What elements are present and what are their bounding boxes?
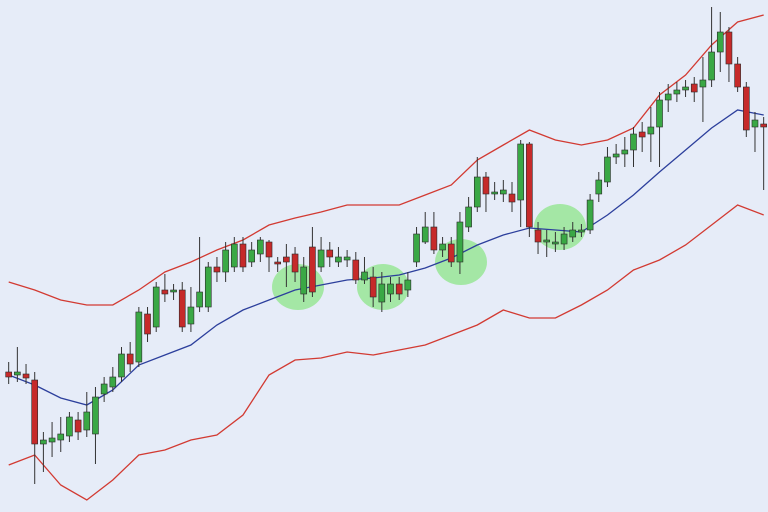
candle-body <box>83 411 91 431</box>
candle-body <box>326 249 334 258</box>
candle-body <box>231 243 238 268</box>
candle-body <box>404 279 412 291</box>
candle-body <box>352 259 360 281</box>
candle-body <box>725 31 733 65</box>
candle-body <box>500 189 507 195</box>
candle-body <box>734 63 741 88</box>
candle-body <box>144 313 151 335</box>
candle-body <box>31 379 39 445</box>
candle-body <box>656 99 663 128</box>
candle-body <box>526 143 533 228</box>
candle-body <box>66 416 73 437</box>
candle-body <box>612 153 620 158</box>
candle-body <box>204 266 212 308</box>
candle-body <box>508 193 516 203</box>
candle-body <box>335 256 342 263</box>
candle-body <box>343 256 351 261</box>
candle-body <box>621 149 629 155</box>
candle-body <box>586 199 594 231</box>
candle-body <box>552 241 559 245</box>
candle-body <box>291 253 299 273</box>
candle-body <box>187 306 195 325</box>
candle-body <box>265 241 273 258</box>
candle-body <box>673 89 681 95</box>
candle-body <box>413 233 420 263</box>
candle-body <box>604 156 611 183</box>
candle-body <box>170 289 177 293</box>
candle-body <box>257 239 264 255</box>
candle-body <box>309 246 316 293</box>
candle-body <box>300 266 308 295</box>
candle-body <box>569 229 577 238</box>
candle-body <box>421 226 429 243</box>
candle-body <box>682 86 689 91</box>
candle-body <box>57 433 65 441</box>
candle-body <box>465 206 472 228</box>
candle-body <box>283 256 290 263</box>
candle-body <box>213 266 221 273</box>
candle-body <box>482 176 490 195</box>
candle-body <box>699 79 707 88</box>
candle-body <box>118 353 125 378</box>
candle-body <box>5 371 12 378</box>
candle-body <box>534 229 542 243</box>
candle-body <box>517 143 524 201</box>
candle-body <box>152 286 160 328</box>
candle-body <box>473 176 481 208</box>
candle-body <box>40 439 47 445</box>
candle-body <box>387 283 394 295</box>
candle-body <box>430 226 438 251</box>
candle-body <box>161 289 169 295</box>
candle-body <box>630 133 637 151</box>
candle-body <box>447 243 455 263</box>
candle-body <box>248 249 255 263</box>
highlight-circle <box>534 204 586 250</box>
candle-body <box>664 93 672 101</box>
candle-body <box>274 261 281 265</box>
candle-body <box>743 86 750 131</box>
candle-body <box>395 283 403 295</box>
band-line <box>8 14 764 306</box>
candle-body <box>92 396 99 435</box>
candle-body <box>239 243 247 268</box>
candle-body <box>595 179 603 195</box>
candle-body <box>135 311 143 363</box>
candle-body <box>109 376 117 388</box>
candle-body <box>708 51 715 81</box>
candle-body <box>543 239 551 243</box>
candle-body <box>317 249 325 268</box>
candle-body <box>491 191 498 195</box>
candle-body <box>578 229 585 233</box>
candle-body <box>100 383 108 395</box>
candle-body <box>361 271 368 281</box>
candle-body <box>369 276 377 298</box>
candle-body <box>178 289 186 328</box>
band-line <box>8 204 764 501</box>
candle-body <box>14 371 21 376</box>
band-line <box>8 109 764 406</box>
candle-body <box>222 249 229 273</box>
candle-body <box>716 31 724 53</box>
candle-body <box>196 291 203 308</box>
candle-body <box>439 243 446 251</box>
candle-body <box>647 126 655 135</box>
candle-body <box>638 131 646 138</box>
candle-body <box>690 83 698 93</box>
candle-body <box>74 419 82 433</box>
candle-body <box>22 373 30 379</box>
candle-body <box>126 353 134 365</box>
candle-body <box>48 437 56 443</box>
candle-body <box>456 221 464 263</box>
candle-body <box>751 119 759 128</box>
candle-body <box>560 233 568 245</box>
candle-body <box>760 123 767 128</box>
candle-body <box>378 283 386 303</box>
